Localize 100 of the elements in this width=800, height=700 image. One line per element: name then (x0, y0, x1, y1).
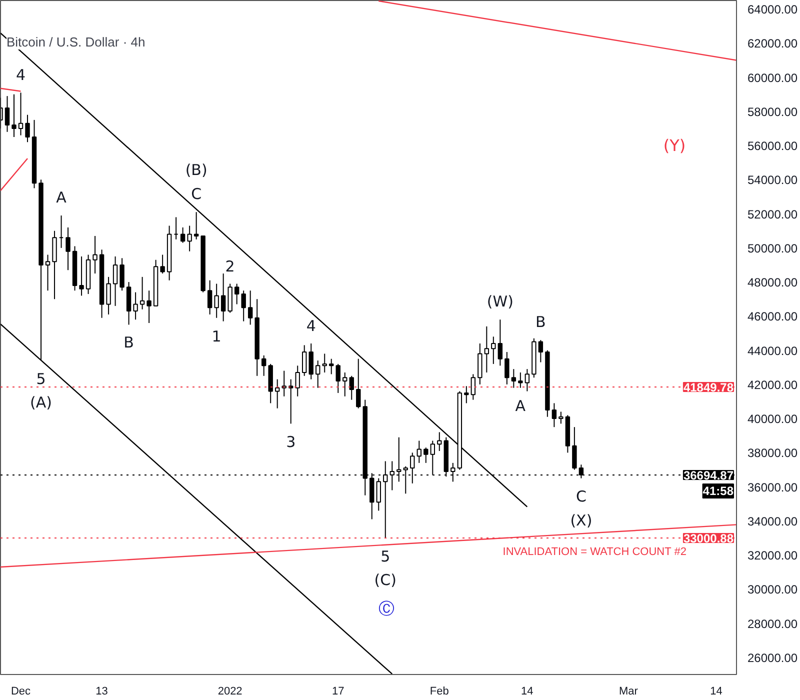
candlestick (12, 94, 16, 138)
annotation: 5 (36, 370, 46, 388)
candlestick (329, 358, 334, 375)
candlestick (4, 96, 10, 132)
x-tick-label: 17 (332, 686, 344, 698)
ref-line-label: 41849.78 (683, 380, 734, 394)
annotation: (C) (374, 570, 396, 589)
annotation: 4 (16, 66, 26, 84)
candlestick (478, 342, 482, 385)
x-tick-label: 14 (710, 686, 722, 698)
candlestick (45, 254, 50, 292)
y-tick-label: 62000.00 (748, 36, 798, 51)
candlestick (133, 292, 138, 320)
candlestick (538, 340, 544, 363)
candlestick (484, 326, 490, 373)
candlestick (552, 402, 557, 428)
annotation: B (536, 313, 546, 332)
ref-line-label: 33000.88 (683, 531, 734, 546)
candlestick (228, 283, 232, 314)
y-tick-label: 32000.00 (748, 548, 798, 563)
annotation: Ⓒ (378, 599, 394, 618)
candlestick (322, 353, 327, 373)
candlestick (498, 319, 503, 366)
candlestick (120, 258, 124, 292)
candlestick (316, 360, 320, 388)
candlestick (187, 225, 192, 252)
candlestick (180, 226, 186, 244)
y-tick-label: 36000.00 (748, 480, 798, 494)
y-tick-label: 54000.00 (748, 173, 798, 188)
candlestick (288, 378, 294, 424)
annotation: (Y) (663, 136, 686, 155)
candlestick (376, 478, 381, 512)
candlestick (52, 230, 57, 300)
candlestick (302, 344, 307, 376)
annotation: INVALIDATION = WATCH COUNT #2 (502, 546, 686, 558)
y-tick-label: 52000.00 (748, 207, 798, 222)
candlestick (518, 372, 523, 388)
y-tick-label: 60000.00 (748, 70, 798, 85)
y-tick-label: 64000.00 (748, 2, 798, 17)
candlestick (25, 114, 30, 143)
y-tick-label: 34000.00 (748, 514, 798, 528)
candlestick (194, 212, 199, 240)
candlestick (126, 282, 132, 326)
candlestick (349, 375, 354, 400)
candlestick (558, 411, 564, 424)
x-tick-label: 13 (96, 686, 108, 698)
y-tick-label: 42000.00 (748, 378, 798, 392)
annotation: (A) (30, 394, 52, 412)
x-tick-label: Feb (430, 686, 449, 698)
y-tick-label: 58000.00 (748, 104, 798, 119)
y-tick-label: 56000.00 (748, 139, 798, 154)
y-tick-label: 50000.00 (748, 241, 798, 256)
candlestick (241, 290, 246, 322)
annotation: 4 (306, 316, 316, 335)
annotation: 5 (380, 547, 390, 566)
candlestick (470, 374, 476, 400)
candlestick (92, 235, 98, 274)
candlestick (220, 273, 226, 322)
candlestick (342, 372, 348, 397)
candlestick (66, 226, 70, 271)
candlestick (295, 365, 300, 397)
annotation: C (191, 185, 202, 204)
candlestick (112, 256, 118, 306)
annotation: (B) (185, 161, 208, 180)
y-tick-label: 26000.00 (748, 650, 798, 665)
annotation: 3 (286, 433, 296, 452)
candlestick (18, 92, 24, 136)
candlestick (464, 386, 469, 404)
candlestick (214, 283, 219, 318)
candlestick (248, 290, 253, 326)
candlestick (146, 290, 152, 324)
annotation: 1 (212, 327, 222, 346)
candlestick (524, 368, 530, 392)
x-tick-label: Mar (618, 686, 638, 698)
annotation: (X) (570, 511, 592, 530)
x-tick-label: 14 (521, 686, 534, 698)
candlestick (356, 358, 361, 409)
candlestick (261, 354, 266, 376)
candlestick (160, 254, 165, 274)
candlestick (437, 432, 442, 452)
candlestick (308, 342, 314, 380)
annotation: (W) (486, 292, 514, 311)
candlestick (79, 256, 84, 296)
candlestick (140, 276, 145, 310)
annotation: A (515, 396, 526, 415)
annotation: 2 (225, 257, 235, 276)
candlestick (491, 336, 496, 364)
candlestick (274, 378, 280, 409)
y-tick-label: 48000.00 (748, 276, 798, 290)
candlestick (511, 368, 516, 388)
y-tick-label: 46000.00 (748, 310, 798, 324)
annotation: C (576, 487, 586, 506)
ref-line-label: 36694.87 41:58 (683, 468, 734, 498)
y-tick-label: 28000.00 (748, 616, 798, 631)
x-tick-label: 2022 (218, 686, 242, 698)
annotation: A (56, 188, 68, 206)
candlestick (424, 447, 428, 464)
candlestick (336, 363, 340, 394)
candlestick (416, 440, 422, 464)
y-tick-label: 44000.00 (748, 344, 798, 358)
